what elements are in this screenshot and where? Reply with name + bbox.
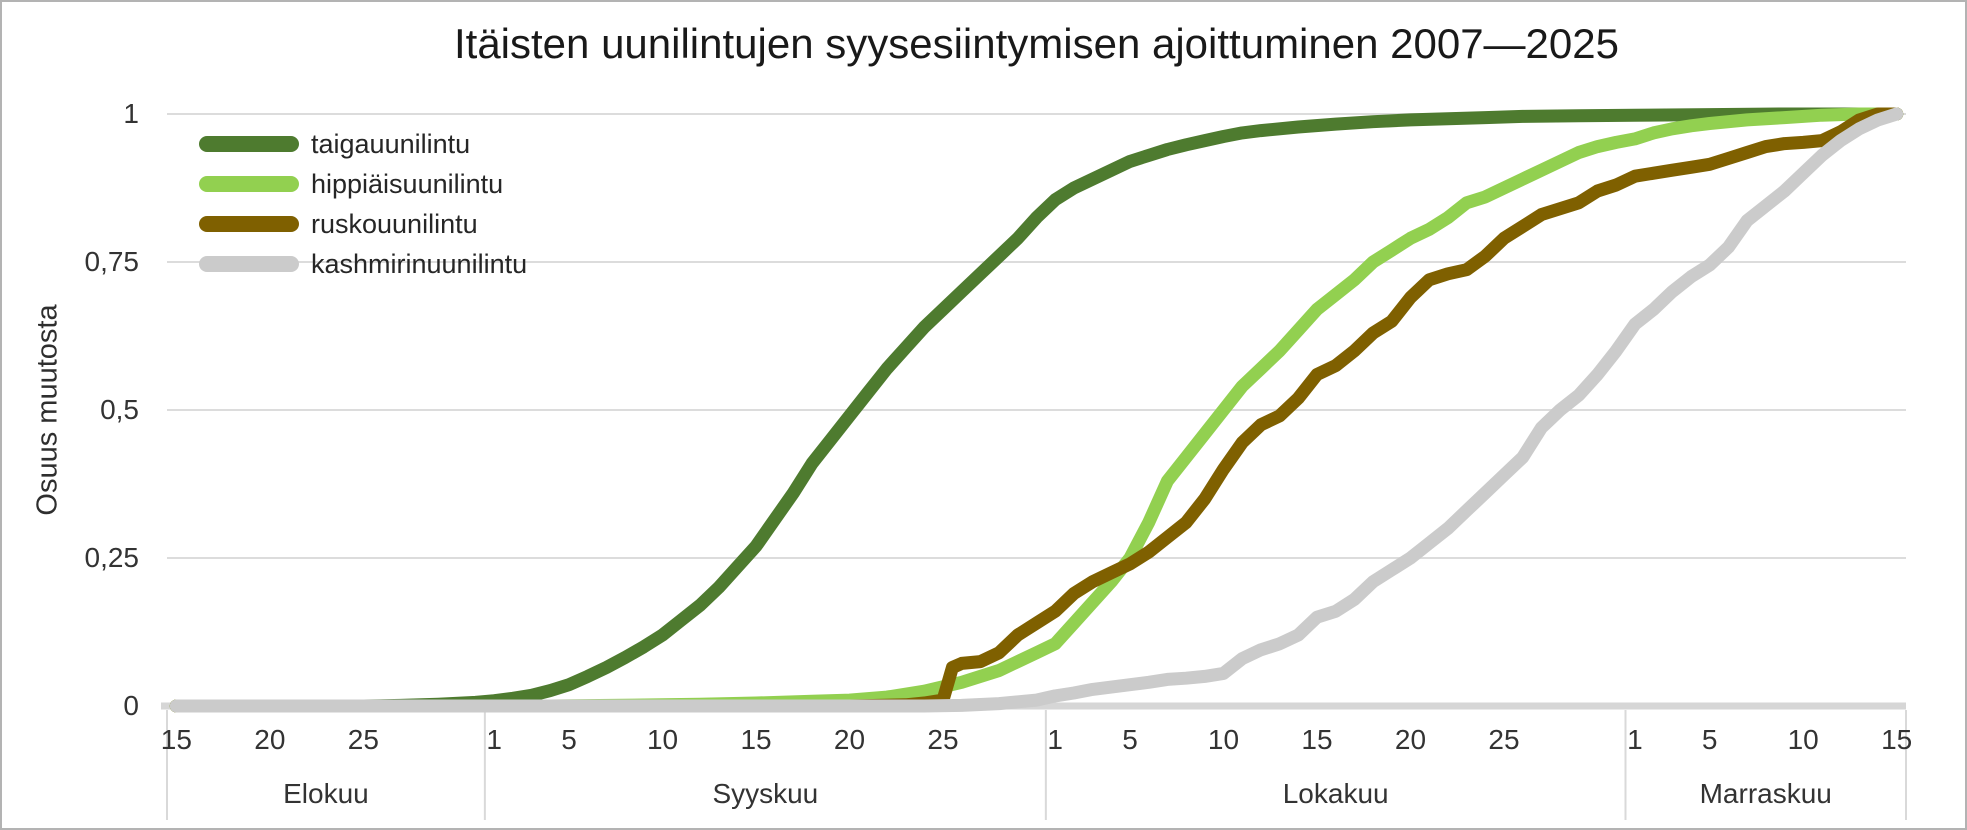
x-tick-label: 15 (160, 724, 192, 755)
series-line-taigauunilintu (169, 107, 1904, 713)
series-line-kashmirinuunilintu (169, 107, 1904, 713)
x-tick-label: 25 (927, 724, 959, 755)
x-tick-label: 25 (347, 724, 379, 755)
x-tick-label: 20 (1394, 724, 1427, 755)
x-tick-label: 10 (646, 724, 679, 755)
x-tick-label: 15 (740, 724, 772, 755)
legend-line-marker (199, 136, 299, 152)
legend-line-marker (199, 256, 299, 272)
legend-item: hippiäisuunilintu (199, 164, 527, 204)
x-tick-label: 10 (1787, 724, 1819, 755)
month-group-label: Marraskuu (1699, 778, 1832, 809)
legend-item-label: kashmirinuunilintu (311, 248, 528, 279)
legend-line-marker (199, 216, 299, 232)
series-line-hippiäisuunilintu (169, 107, 1904, 713)
month-group-label: Lokakuu (1282, 778, 1389, 809)
legend-item-label: hippiäisuunilintu (311, 168, 504, 199)
x-tick-label: 1 (1047, 724, 1063, 755)
x-tick-label: 1 (486, 724, 502, 755)
x-tick-label: 15 (1301, 724, 1333, 755)
legend-item: taigauunilintu (199, 124, 527, 164)
legend-item: ruskouunilintu (199, 204, 527, 244)
y-tick-label: 0 (123, 690, 139, 721)
x-tick-label: 15 (1881, 724, 1913, 755)
x-tick-label: 5 (1122, 724, 1138, 755)
x-tick-label: 5 (1701, 724, 1718, 755)
legend-line-marker (199, 176, 299, 192)
x-tick-label: 5 (561, 724, 577, 755)
x-tick-label: 10 (1207, 724, 1240, 755)
series-line-ruskouunilintu (169, 107, 1904, 713)
chart-title: Itäisten uunilintujen syysesiintymisen a… (453, 20, 1619, 67)
legend-item-label: ruskouunilintu (311, 208, 478, 239)
month-group-label: Elokuu (283, 778, 369, 809)
x-tick-label: 20 (254, 724, 286, 755)
month-group-label: Syyskuu (712, 778, 819, 809)
x-tick-label: 20 (833, 724, 866, 755)
x-tick-label: 1 (1627, 724, 1643, 755)
y-tick-label: 1 (123, 98, 139, 129)
legend-item: kashmirinuunilintu (199, 244, 527, 284)
y-tick-label: 0,5 (100, 394, 139, 425)
legend-item-label: taigauunilintu (311, 128, 471, 159)
x-tick-label: 25 (1488, 724, 1520, 755)
y-tick-label: 0,25 (84, 542, 140, 573)
legend: taigauunilintu hippiäisuunilintu ruskouu… (199, 124, 527, 284)
y-tick-label: 0,75 (84, 246, 140, 277)
